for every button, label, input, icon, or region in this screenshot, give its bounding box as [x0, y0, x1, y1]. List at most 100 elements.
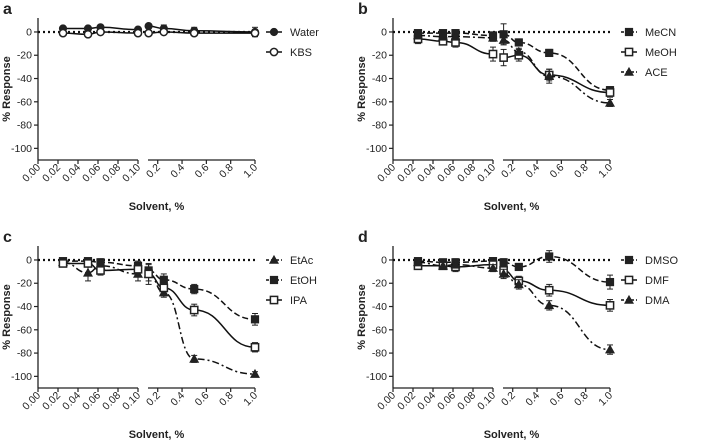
- x-tick-label: 0.4: [523, 162, 542, 181]
- data-point: [189, 28, 199, 38]
- y-tick-label: -100: [11, 143, 32, 155]
- data-point: [413, 257, 423, 267]
- x-tick-label: 0.10: [475, 390, 498, 413]
- legend-label: DMA: [645, 295, 670, 307]
- legend-marker: [624, 27, 634, 37]
- data-point: [96, 266, 105, 275]
- y-tick-label: -20: [372, 50, 387, 62]
- data-point: [144, 22, 153, 31]
- y-tick-label: -80: [17, 348, 32, 360]
- x-tick-label: 0.6: [548, 390, 567, 409]
- y-tick-label: -60: [17, 324, 32, 336]
- y-tick-label: -80: [17, 120, 32, 132]
- x-tick-label: 0.08: [455, 162, 478, 185]
- x-tick-label: 0.10: [120, 390, 143, 413]
- fit-curve: [418, 32, 494, 37]
- x-tick-label: 0.00: [375, 390, 398, 413]
- fit-curve: [148, 269, 256, 321]
- x-tick-label: 0.00: [375, 162, 398, 185]
- data-point: [498, 34, 509, 44]
- legend-label: IPA: [290, 295, 308, 307]
- x-tick-label: 0.06: [435, 162, 458, 185]
- x-tick-label: 0.06: [80, 390, 103, 413]
- fit-curve: [63, 260, 139, 267]
- y-tick-label: -60: [372, 96, 387, 108]
- data-point: [544, 285, 554, 295]
- data-point: [514, 262, 523, 272]
- y-tick-label: -100: [366, 371, 387, 383]
- legend-label: MeOH: [645, 47, 677, 59]
- y-tick-label: -20: [17, 50, 32, 62]
- fit-curve: [62, 31, 139, 36]
- data-point: [250, 368, 260, 378]
- x-tick-label: 0.2: [499, 162, 518, 181]
- data-point: [605, 88, 615, 97]
- legend-marker: [624, 294, 634, 304]
- x-tick-label: 0.00: [20, 162, 43, 185]
- fit-curve: [148, 273, 256, 349]
- legend-marker: [269, 254, 279, 264]
- chart-panel-c: c 0 -20 -40 -60 -80 -100 % Response 0.000.020.04…: [1, 229, 317, 441]
- series-etac: [58, 257, 260, 378]
- series-ipa: [58, 259, 260, 353]
- x-tick-label: 0.02: [395, 390, 418, 413]
- x-tick-label: 0.08: [455, 390, 478, 413]
- y-tick-label: -100: [11, 371, 32, 383]
- legend-marker: [269, 295, 279, 305]
- data-point: [514, 38, 523, 47]
- data-point: [605, 97, 615, 107]
- x-tick-label: 1.0: [596, 390, 615, 409]
- x-axis-label: Solvent, %: [129, 429, 185, 441]
- legend-label: ACE: [645, 67, 668, 79]
- y-tick-label: -40: [17, 301, 32, 313]
- data-point: [189, 353, 200, 363]
- x-tick-label: 0.00: [20, 390, 43, 413]
- data-point: [498, 268, 509, 278]
- x-tick-label: 0.08: [100, 390, 123, 413]
- data-point: [545, 252, 554, 261]
- data-point: [499, 258, 508, 267]
- y-tick-label: -60: [372, 324, 387, 336]
- y-tick-label: -40: [372, 73, 387, 85]
- data-point: [96, 258, 105, 267]
- data-point: [488, 49, 498, 59]
- x-tick-label: 0.08: [100, 162, 123, 185]
- data-point: [513, 279, 524, 289]
- chart-panel-b: b 0 -20 -40 -60 -80 -100 % Response 0.000.020.04…: [356, 1, 677, 213]
- legend-marker: [624, 66, 634, 76]
- x-tick-label: 0.4: [168, 162, 187, 181]
- fit-curve: [503, 255, 611, 283]
- legend-label: MeCN: [645, 27, 676, 39]
- data-point: [159, 27, 169, 37]
- fit-curve: [503, 269, 611, 307]
- y-tick-label: -80: [372, 348, 387, 360]
- x-tick-label: 0.6: [193, 162, 212, 181]
- x-tick-label: 0.10: [120, 162, 143, 185]
- data-point: [413, 30, 423, 40]
- data-point: [250, 315, 260, 324]
- fit-curve: [62, 26, 139, 31]
- data-point: [438, 31, 448, 41]
- x-tick-label: 0.2: [144, 162, 163, 181]
- panel-label: d: [358, 229, 368, 246]
- fit-curve: [503, 54, 611, 94]
- x-tick-label: 0.04: [60, 390, 83, 413]
- series-ace: [413, 30, 615, 107]
- y-tick-label: -20: [17, 278, 32, 290]
- data-point: [450, 259, 461, 269]
- fit-curve: [148, 31, 255, 34]
- x-tick-label: 0.04: [415, 162, 438, 185]
- legend-label: DMSO: [645, 255, 678, 267]
- x-tick-label: 0.02: [40, 162, 63, 185]
- data-point: [499, 53, 508, 62]
- y-tick-label: -60: [17, 96, 32, 108]
- data-point: [96, 27, 105, 37]
- legend-marker: [269, 47, 279, 57]
- data-point: [250, 342, 260, 352]
- series-meoh: [413, 33, 615, 98]
- legend-label: KBS: [290, 47, 312, 59]
- y-tick-label: -80: [372, 120, 387, 132]
- y-tick-label: 0: [26, 254, 32, 266]
- data-point: [144, 269, 153, 279]
- y-tick-label: -20: [372, 278, 387, 290]
